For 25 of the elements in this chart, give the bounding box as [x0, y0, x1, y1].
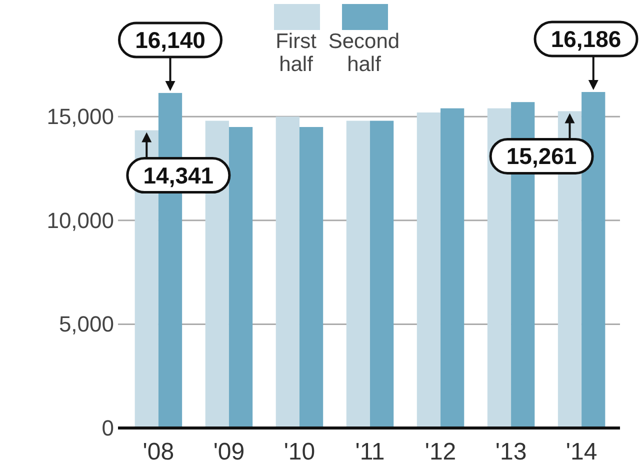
x-tick-label: '11 — [355, 438, 385, 466]
x-tick-label: '13 — [495, 438, 527, 466]
y-tick-label: 15,000 — [46, 104, 114, 130]
data-label: 16,140 — [135, 26, 206, 53]
bar — [299, 127, 324, 428]
bar — [416, 112, 441, 428]
bar — [346, 120, 370, 428]
data-label: 14,341 — [143, 162, 214, 188]
x-tick-label: '09 — [213, 438, 245, 466]
bar — [582, 92, 606, 428]
y-tick-label: 10,000 — [46, 208, 114, 233]
bar — [228, 127, 253, 428]
x-tick-label: '12 — [424, 438, 456, 466]
x-tick-label: '08 — [142, 438, 174, 466]
y-tick-label: 0 — [102, 416, 114, 440]
y-tick-label: 5,000 — [58, 312, 114, 337]
bar — [440, 108, 464, 428]
bar — [370, 120, 394, 428]
data-label: 16,186 — [550, 26, 622, 52]
legend-label: Second half — [328, 30, 400, 76]
data-label: 15,261 — [506, 143, 577, 170]
legend-label: First half — [276, 30, 317, 76]
bar — [276, 116, 300, 428]
x-tick-label: '10 — [284, 438, 316, 466]
x-tick-label: '14 — [566, 438, 598, 466]
